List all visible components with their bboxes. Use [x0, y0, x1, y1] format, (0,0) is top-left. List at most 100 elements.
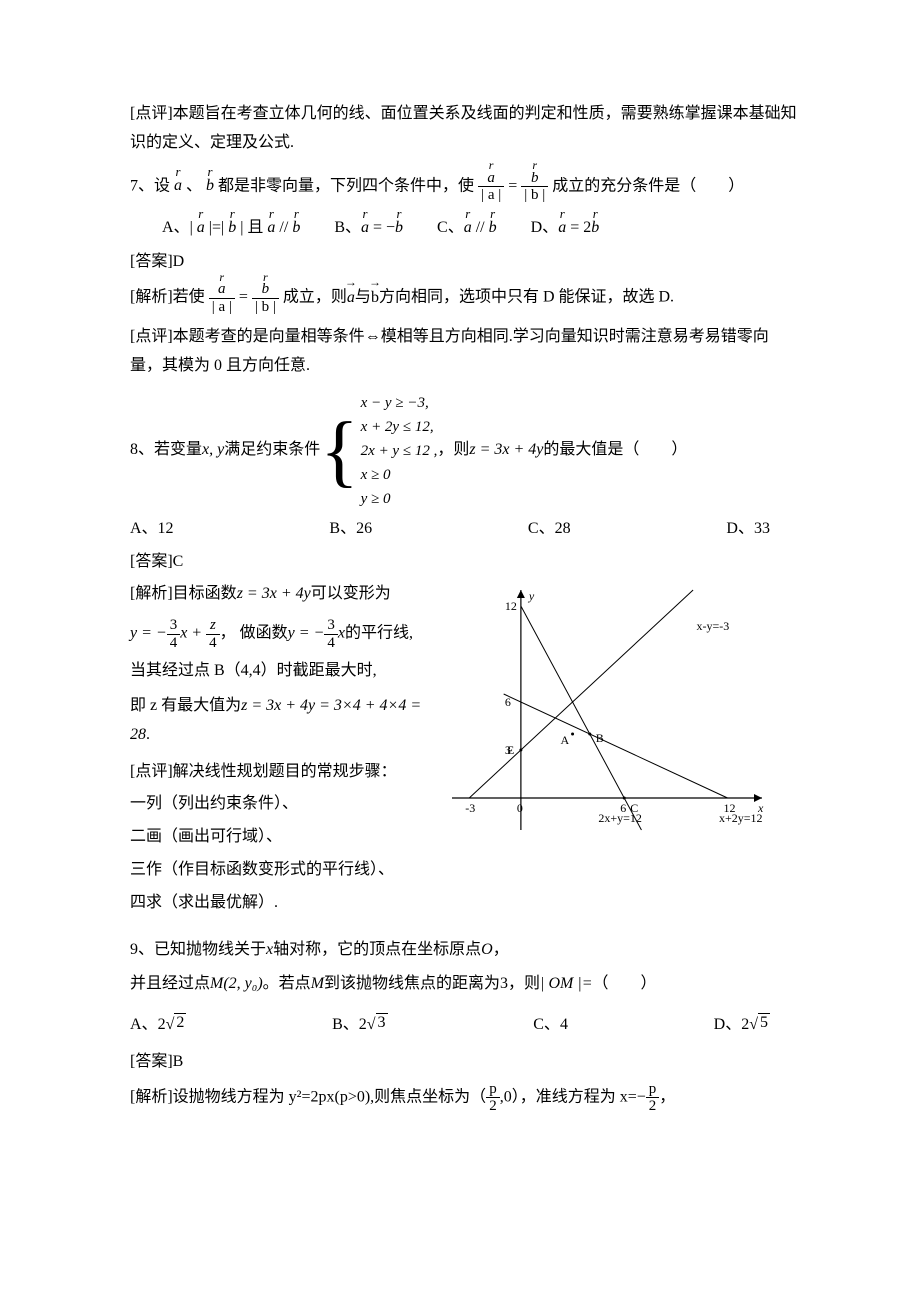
- text: x, y: [202, 441, 224, 458]
- q8-graph: xy-306123612ABCEx-y=-32x+y=12x+2y=12: [442, 580, 772, 840]
- svg-text:x-y=-3: x-y=-3: [697, 619, 730, 633]
- svg-text:A: A: [561, 733, 570, 747]
- text: 到该抛物线焦点的距离为: [324, 975, 500, 992]
- option-b: B、26: [329, 515, 372, 544]
- svg-text:12: 12: [505, 599, 517, 613]
- fraction: p2: [646, 1081, 660, 1115]
- text: =: [508, 177, 517, 194]
- text: 设: [154, 177, 170, 194]
- text: A、: [162, 219, 190, 236]
- text: （ ）: [593, 975, 657, 992]
- text: 已知抛物线关于: [154, 941, 266, 958]
- text: 2: [646, 1098, 660, 1115]
- option-a: A、2√2: [130, 1011, 186, 1040]
- fraction: a | a |: [209, 281, 235, 315]
- vector-b-icon: b: [228, 214, 236, 243]
- svg-text:B: B: [596, 731, 604, 745]
- q7-analysis: [解析]若使 a | a | = b | b | 成立，则a与b方向相同，选项中…: [130, 281, 800, 315]
- q7-options: A、| a |=| b | 且 a // b B、a = −b C、a // b…: [130, 214, 800, 243]
- text: | a |: [478, 187, 504, 204]
- text: C、: [437, 219, 464, 236]
- text: D、: [531, 219, 559, 236]
- text: 都是非零向量，下列四个条件中，使: [218, 177, 474, 194]
- text: 若变量: [154, 441, 202, 458]
- answer-value: D: [173, 253, 185, 270]
- q7-comment: [点评]本题考查的是向量相等条件⇔模相等且方向相同.学习向量知识时需注意易考易错…: [130, 323, 800, 381]
- text: 。若点: [263, 975, 311, 992]
- vector-b-icon: b: [206, 172, 214, 201]
- text: y = −: [288, 625, 325, 642]
- text: 若使: [173, 289, 205, 306]
- sqrt-icon: √: [749, 1011, 758, 1040]
- svg-text:x+2y=12: x+2y=12: [719, 811, 763, 825]
- vector-a-icon: a: [347, 284, 355, 313]
- comment-label: [点评]: [130, 105, 173, 122]
- sqrt-icon: √: [367, 1011, 376, 1040]
- vector-a-icon: a: [558, 214, 566, 243]
- answer-label: [答案]: [130, 553, 173, 570]
- fraction: z4: [206, 617, 220, 651]
- text: ，则: [508, 975, 540, 992]
- text: 4: [206, 635, 220, 652]
- feasible-region-plot: xy-306123612ABCEx-y=-32x+y=12x+2y=12: [442, 580, 772, 840]
- q8-answer: [答案]C: [130, 548, 800, 577]
- text: | b |: [252, 299, 279, 316]
- answer-label: [答案]: [130, 1053, 173, 1070]
- text: 3: [167, 617, 181, 635]
- text: A、: [130, 1016, 158, 1033]
- q8-analysis-block: [解析]目标函数z = 3x + 4y可以变形为 y = −34x + z4， …: [130, 580, 800, 921]
- option-c: C、28: [528, 515, 571, 544]
- comment-label: [点评]: [130, 763, 173, 780]
- text: a: [487, 170, 495, 187]
- text: B、: [332, 1016, 359, 1033]
- text: 并且经过点: [130, 975, 210, 992]
- text: | a |: [209, 299, 235, 316]
- q9-analysis: [解析]设抛物线方程为 y²=2px(p>0),则焦点坐标为（p2,0），准线方…: [130, 1081, 800, 1115]
- text: x: [338, 625, 345, 642]
- option-d: D、33: [726, 515, 770, 544]
- text: x +: [180, 625, 202, 642]
- text: ,0），准线方程为 x=: [500, 1088, 637, 1105]
- constraint-system: { x − y ≥ −3, x + 2y ≤ 12, 2x + y ≤ 12 ,…: [320, 391, 437, 511]
- text: 3: [324, 617, 338, 635]
- option-b: B、2√3: [332, 1011, 387, 1040]
- text: 3: [500, 975, 508, 992]
- text: z = 3x + 4y: [469, 441, 543, 458]
- step: 三作（作目标函数变形式的平行线）、: [130, 856, 430, 885]
- text: 5: [758, 1013, 770, 1032]
- text: b: [531, 170, 539, 187]
- svg-text:6: 6: [505, 695, 511, 709]
- vector-a-icon: a: [361, 214, 369, 243]
- svg-text:2x+y=12: 2x+y=12: [598, 811, 642, 825]
- option-a: A、| a |=| b | 且 a // b: [162, 214, 300, 243]
- text: 2: [158, 1016, 166, 1033]
- text: 满足约束条件: [224, 441, 320, 458]
- text: 可以变形为: [311, 585, 391, 602]
- option-b: B、a = −b: [334, 214, 403, 243]
- text: 2: [359, 1016, 367, 1033]
- fraction: 34: [167, 617, 181, 651]
- comment-label: [点评]: [130, 328, 173, 345]
- vector-b-icon: b: [371, 284, 379, 313]
- constraint-lines: x − y ≥ −3, x + 2y ≤ 12, 2x + y ≤ 12 , x…: [361, 391, 438, 511]
- text: −: [637, 1088, 646, 1105]
- text: p: [646, 1081, 660, 1099]
- q8-stem: 8、若变量x, y满足约束条件 { x − y ≥ −3, x + 2y ≤ 1…: [130, 391, 800, 511]
- text: 本题考查的是向量相等条件: [173, 328, 365, 345]
- q9-number: 9、: [130, 941, 154, 958]
- text: 轴对称，它的顶点在坐标原点: [273, 941, 481, 958]
- text: y = −: [130, 625, 167, 642]
- text: 2: [741, 1016, 749, 1033]
- text: p: [486, 1081, 500, 1099]
- brace-icon: {: [320, 415, 358, 487]
- svg-text:-3: -3: [465, 801, 475, 815]
- text: O: [481, 941, 493, 958]
- fraction: p2: [486, 1081, 500, 1115]
- vector-a-icon: a: [174, 172, 182, 201]
- sqrt-icon: √: [166, 1011, 175, 1040]
- text: 即 z 有最大值为: [130, 697, 241, 714]
- text: .: [146, 726, 150, 743]
- analysis-label: [解析]: [130, 1088, 173, 1105]
- step: 一列（列出约束条件）、: [130, 790, 430, 819]
- comment-text: 本题旨在考查立体几何的线、面位置关系及线面的判定和性质，需要熟练掌握课本基础知识…: [130, 105, 797, 151]
